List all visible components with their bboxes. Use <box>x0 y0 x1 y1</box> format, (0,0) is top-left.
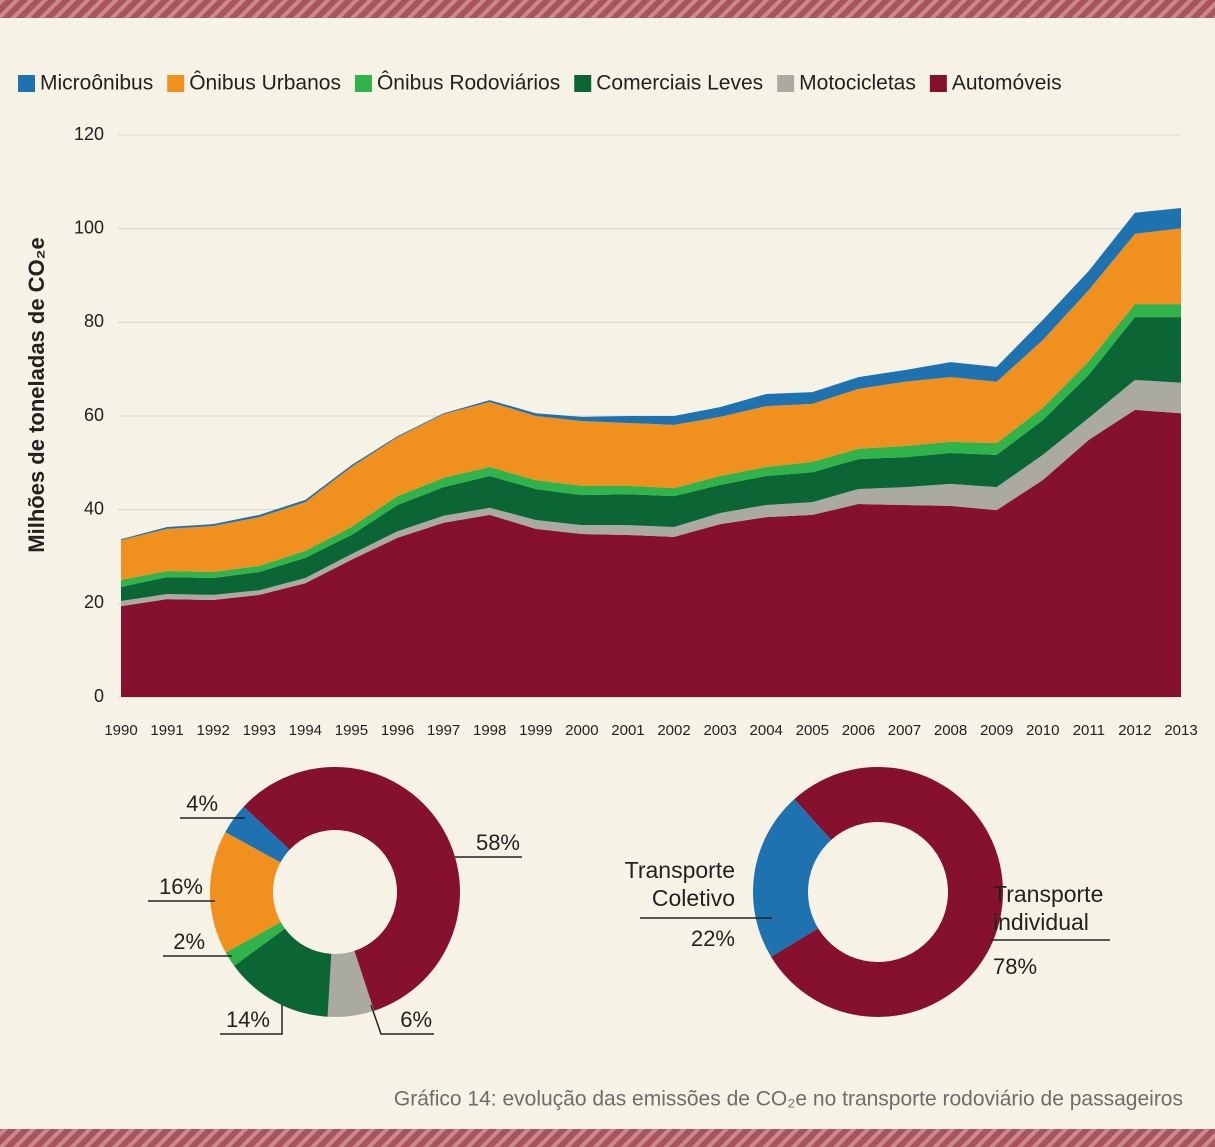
value-label: 6% <box>400 1007 432 1032</box>
area <box>121 379 1181 607</box>
legend-label: Automóveis <box>952 72 1062 95</box>
category-label: Transporte Coletivo <box>624 857 735 911</box>
caption: Gráfico 14: evolução das emissões de CO₂… <box>394 1088 1183 1111</box>
x-tick-label: 2005 <box>796 722 829 739</box>
x-tick-label: 2008 <box>934 722 967 739</box>
x-tick-label: 2010 <box>1026 722 1059 739</box>
value-label: 4% <box>186 791 218 816</box>
legend-swatch <box>929 75 947 92</box>
donut-segment <box>225 806 290 863</box>
x-tick-label: 1994 <box>289 722 322 739</box>
x-tick-label: 1995 <box>335 722 368 739</box>
value-label: 22% <box>691 926 735 951</box>
y-tick-label: 40 <box>84 498 104 518</box>
x-tick-label: 2002 <box>657 722 690 739</box>
y-axis-label: Milhões de toneladas de CO₂e <box>24 237 49 552</box>
value-label: 78% <box>993 954 1037 979</box>
area <box>121 409 1181 697</box>
category-label: Transporte individual <box>993 881 1104 935</box>
area <box>121 228 1181 580</box>
donut-segment <box>210 832 281 953</box>
y-tick-label: 60 <box>84 405 104 425</box>
value-label: 14% <box>226 1007 270 1032</box>
legend-label: Comerciais Leves <box>596 72 763 95</box>
area <box>121 317 1181 601</box>
x-tick-label: 2009 <box>980 722 1013 739</box>
x-tick-label: 2004 <box>750 722 783 739</box>
donut-segment <box>225 922 285 966</box>
x-tick-label: 2013 <box>1164 722 1197 739</box>
x-tick-label: 2011 <box>1073 722 1105 739</box>
legend-label: Motocicletas <box>799 72 916 95</box>
x-tick-label: 1990 <box>104 722 137 739</box>
x-tick-label: 1996 <box>381 722 414 739</box>
legend-label: Ônibus Rodoviários <box>377 72 560 95</box>
donut-segment <box>243 767 460 1011</box>
x-tick-label: 2012 <box>1118 722 1151 739</box>
value-label: 16% <box>159 874 203 899</box>
legend-swatch <box>777 75 795 92</box>
bottom-band <box>0 1129 1215 1147</box>
x-tick-label: 1992 <box>196 722 229 739</box>
x-tick-label: 2007 <box>888 722 921 739</box>
x-tick-label: 2001 <box>611 722 644 739</box>
area <box>121 304 1181 587</box>
x-tick-label: 2003 <box>703 722 736 739</box>
legend-swatch <box>354 75 372 92</box>
donut-segment <box>234 928 332 1017</box>
legend-label: Ônibus Urbanos <box>189 72 341 95</box>
y-tick-label: 20 <box>84 592 104 612</box>
donut-segment <box>327 950 375 1018</box>
donut-segment <box>771 767 1004 1017</box>
y-tick-label: 0 <box>94 686 104 706</box>
area <box>121 208 1181 541</box>
value-label: 58% <box>476 830 520 855</box>
top-band <box>0 0 1215 18</box>
y-tick-label: 120 <box>74 124 104 144</box>
legend-label: Microônibus <box>40 72 153 95</box>
x-tick-label: 1997 <box>427 722 460 739</box>
x-tick-label: 1991 <box>150 722 183 739</box>
x-tick-label: 2006 <box>842 722 875 739</box>
x-tick-label: 1999 <box>519 722 552 739</box>
leader-line <box>220 1005 283 1035</box>
donut-segment <box>753 799 832 957</box>
legend-swatch <box>18 75 35 92</box>
x-tick-label: 1993 <box>243 722 276 739</box>
x-tick-label: 2000 <box>565 722 598 739</box>
value-label: 2% <box>173 929 205 954</box>
leader-line <box>370 1004 434 1035</box>
legend-swatch <box>574 75 592 92</box>
y-tick-label: 80 <box>84 311 104 331</box>
legend-swatch <box>167 75 185 92</box>
y-tick-label: 100 <box>74 217 104 237</box>
x-tick-label: 1998 <box>473 722 506 739</box>
